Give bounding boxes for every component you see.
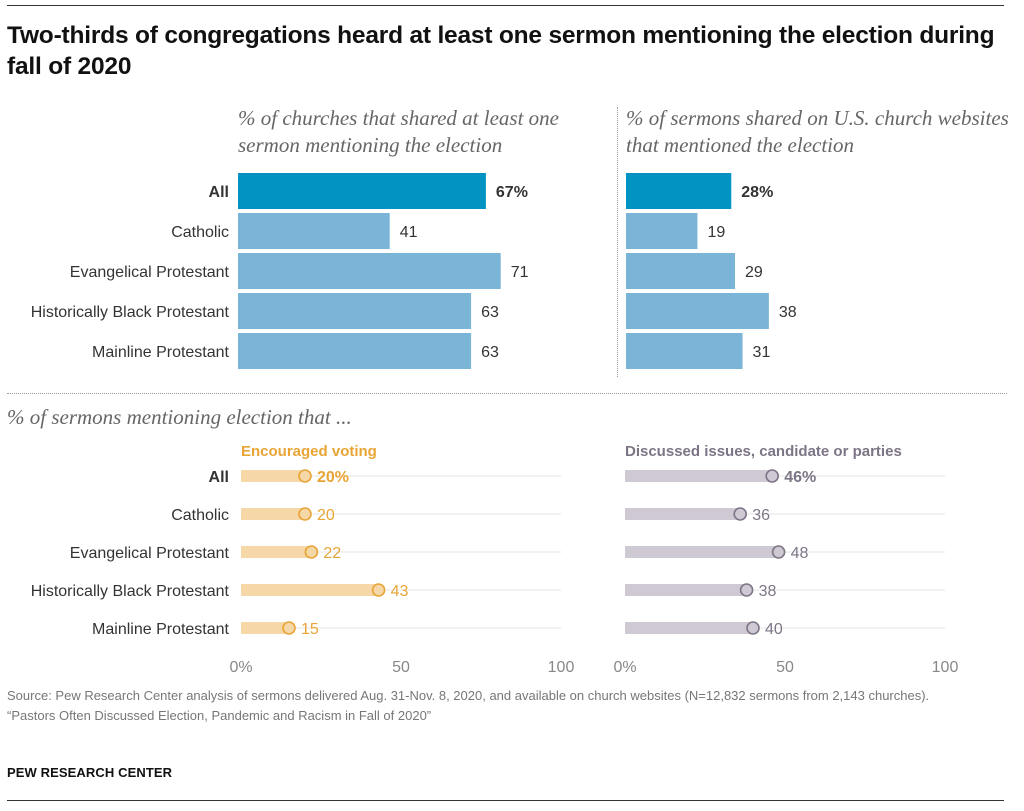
voting-dot-all [298, 469, 312, 483]
category-label-historically-black-protestant: Historically Black Protestant [31, 304, 230, 321]
churches-bar-all [238, 173, 486, 209]
churches-value-mainline-protestant: 63 [481, 344, 499, 361]
source-note: Source: Pew Research Center analysis of … [7, 686, 997, 726]
panel-divider-vertical [617, 107, 618, 377]
churches-value-catholic: 41 [400, 224, 418, 241]
series-label-voting: Encouraged voting [241, 443, 377, 460]
top-rule [7, 5, 1004, 6]
dot-category-label-catholic: Catholic [171, 507, 229, 524]
issues-value-evangelical-protestant: 48 [791, 545, 809, 562]
issues-value-all: 46% [784, 469, 816, 486]
issues-value-historically-black-protestant: 38 [759, 583, 777, 600]
dot-category-label-historically-black-protestant: Historically Black Protestant [31, 583, 230, 600]
category-label-catholic: Catholic [171, 224, 229, 241]
voting-value-all: 20% [317, 469, 349, 486]
voting-dot-catholic [298, 507, 312, 521]
sermons-value-historically-black-protestant: 38 [779, 304, 797, 321]
dot-category-label-evangelical-protestant: Evangelical Protestant [70, 545, 230, 562]
issues-axis-tick-0: 0% [613, 659, 636, 676]
sermons-bar-mainline-protestant [626, 333, 743, 369]
sermons-bar-historically-black-protestant [626, 293, 769, 329]
voting-track-all [241, 470, 305, 482]
issues-track-catholic [625, 508, 741, 520]
voting-value-evangelical-protestant: 22 [323, 545, 341, 562]
voting-axis-tick-0: 0% [229, 659, 252, 676]
voting-value-mainline-protestant: 15 [301, 621, 319, 638]
voting-axis-tick-100: 100 [548, 659, 575, 676]
issues-axis-tick-100: 100 [932, 659, 959, 676]
sermons-value-mainline-protestant: 31 [753, 344, 771, 361]
chart-canvas: All 67% Catholic 41 Evangelical Protestant 71… [31, 173, 959, 676]
issues-axis-tick-50: 50 [776, 659, 794, 676]
category-label-all: All [209, 184, 229, 201]
dot-category-label-mainline-protestant: Mainline Protestant [92, 621, 230, 638]
issues-track-historically-black-protestant [625, 584, 747, 596]
voting-dot-mainline-protestant [282, 621, 296, 635]
voting-value-historically-black-protestant: 43 [391, 583, 409, 600]
voting-dot-historically-black-protestant [371, 583, 386, 597]
issues-value-catholic: 36 [752, 507, 770, 524]
left-panel-subhead: % of churches that shared at least one s… [238, 106, 559, 157]
voting-track-historically-black-protestant [241, 584, 379, 596]
sermons-bar-all [626, 173, 732, 209]
voting-track-mainline-protestant [241, 622, 289, 634]
issues-dot-all [765, 469, 780, 483]
dot-category-label-all: All [209, 469, 229, 486]
issues-dot-historically-black-protestant [739, 583, 754, 597]
voting-dot-evangelical-protestant [304, 545, 319, 559]
voting-track-evangelical-protestant [241, 546, 312, 558]
issues-track-evangelical-protestant [625, 546, 779, 558]
churches-value-all: 67% [496, 184, 528, 201]
source-line-1: Source: Pew Research Center analysis of … [7, 688, 930, 703]
churches-value-evangelical-protestant: 71 [511, 264, 529, 281]
series-label-issues: Discussed issues, candidate or parties [625, 443, 902, 460]
issues-dot-mainline-protestant [746, 621, 760, 635]
bottom-rule [7, 800, 1004, 801]
sermons-bar-catholic [626, 213, 698, 249]
issues-dot-catholic [733, 507, 748, 521]
sermons-value-all: 28% [741, 184, 773, 201]
issues-track-all [625, 470, 773, 482]
issues-dot-evangelical-protestant [771, 545, 786, 559]
sermons-value-evangelical-protestant: 29 [745, 264, 763, 281]
churches-value-historically-black-protestant: 63 [481, 304, 499, 321]
right-panel-subhead: % of sermons shared on U.S. church websi… [626, 106, 1009, 157]
sermons-bar-evangelical-protestant [626, 253, 736, 289]
voting-value-catholic: 20 [317, 507, 335, 524]
sermons-value-catholic: 19 [707, 224, 725, 241]
voting-axis-tick-50: 50 [392, 659, 410, 676]
category-label-evangelical-protestant: Evangelical Protestant [70, 264, 230, 281]
chart-title: Two-thirds of congregations heard at lea… [7, 22, 995, 80]
issues-value-mainline-protestant: 40 [765, 621, 783, 638]
churches-bar-historically-black-protestant [238, 293, 472, 329]
churches-bar-catholic [238, 213, 390, 249]
bottom-panel-subhead: % of sermons mentioning election that ..… [7, 405, 352, 429]
churches-bar-evangelical-protestant [238, 253, 501, 289]
panel-divider-horizontal [7, 393, 1007, 394]
brand-label: PEW RESEARCH CENTER [7, 765, 173, 780]
churches-bar-mainline-protestant [238, 333, 472, 369]
source-line-2: “Pastors Often Discussed Election, Pande… [7, 708, 432, 723]
category-label-mainline-protestant: Mainline Protestant [92, 344, 230, 361]
voting-track-catholic [241, 508, 305, 520]
issues-track-mainline-protestant [625, 622, 753, 634]
